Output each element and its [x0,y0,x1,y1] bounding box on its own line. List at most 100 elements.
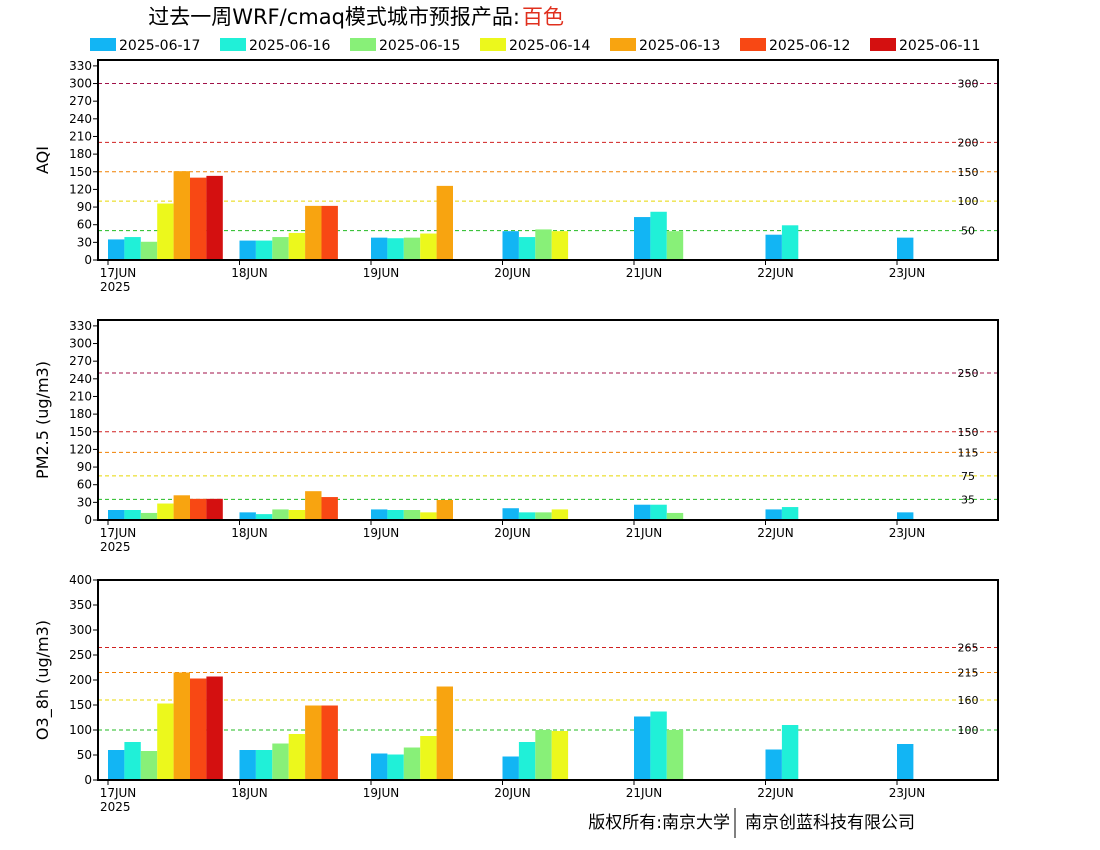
y-tick-label: 150 [69,698,92,712]
y-tick-label: 200 [69,673,92,687]
x-tick-label: 22JUN [757,266,794,280]
bar [650,504,667,520]
y-tick-label: 300 [69,623,92,637]
threshold-label: 265 [958,642,979,655]
y-tick-label: 0 [84,773,92,787]
chart-panels: 5010015020030003060901201501802102402703… [33,59,999,814]
x-tick-label: 23JUN [889,526,926,540]
bar [420,233,437,260]
chart-title: 过去一周WRF/cmaq模式城市预报产品: [148,5,520,29]
bar [288,734,306,780]
bar [781,507,799,520]
x-tick-label: 21JUN [626,526,663,540]
threshold-label: 35 [961,493,975,506]
bar [157,203,174,260]
bar [420,512,437,520]
y-tick-label: 0 [84,513,92,527]
y-tick-label: 150 [69,425,92,439]
x-tick-label: 20JUN [494,526,531,540]
bar [765,749,782,780]
bar [551,509,569,520]
x-tick-label: 23JUN [889,266,926,280]
threshold-label: 250 [958,367,979,380]
bar [108,510,125,520]
threshold-label: 200 [958,136,979,149]
bar [255,240,273,260]
legend-label: 2025-06-14 [509,38,590,54]
y-tick-label: 150 [69,165,92,179]
bar [124,742,141,780]
legend-swatch [90,38,116,51]
y-tick-label: 0 [84,253,92,267]
bar [634,217,651,260]
y-tick-label: 90 [77,200,92,214]
bar [206,175,223,260]
y-tick-label: 120 [69,442,92,456]
x-year-label: 2025 [100,280,131,294]
legend-swatch [870,38,896,51]
x-year-label: 2025 [100,540,131,554]
y-tick-label: 250 [69,648,92,662]
bar [650,711,667,780]
bar [781,225,799,260]
bar [387,754,404,780]
bar [140,751,158,780]
bar [634,504,651,520]
bar [288,510,306,520]
y-tick-label: 120 [69,182,92,196]
bar [239,750,256,780]
panel-2: 100 160 215 265 0 50 100 150 200 250 300 350 400 O3_8… [33,573,999,814]
chart-title-city: 百色 [522,5,564,29]
bar [206,498,223,520]
x-tick-label: 21JUN [626,266,663,280]
x-tick-label: 20JUN [494,266,531,280]
legend-swatch [480,38,506,51]
y-tick-label: 30 [77,235,92,249]
x-tick-label: 17JUN [100,786,137,800]
legend-swatch [350,38,376,51]
plot-frame [97,59,999,261]
bar [108,239,125,260]
bar [255,750,273,780]
bar [897,237,914,260]
x-tick-label: 19JUN [363,526,400,540]
x-tick-label: 17JUN [100,526,137,540]
bar [272,237,289,260]
bar [502,231,519,260]
bar [535,512,552,520]
footer-company: 南京创蓝科技有限公司 [745,813,915,833]
x-year-label: 2025 [100,800,131,814]
x-tick-label: 23JUN [889,786,926,800]
bar [206,676,223,780]
bar [403,747,421,780]
bar [124,510,141,520]
bar [781,725,799,780]
bar [140,241,158,260]
bar [288,232,306,260]
bar [436,500,453,520]
bar [140,512,158,520]
bar [502,508,519,520]
bar [518,742,536,780]
y-tick-label: 90 [77,460,92,474]
threshold-label: 100 [958,195,979,208]
x-tick-label: 18JUN [231,786,268,800]
x-tick-label: 17JUN [100,266,137,280]
threshold-label: 300 [958,78,979,91]
bar [157,703,174,780]
x-tick-label: 19JUN [363,786,400,800]
legend-label: 2025-06-15 [379,38,460,54]
bar [190,678,207,780]
threshold-label: 150 [958,166,979,179]
bar [272,509,289,520]
x-tick-label: 22JUN [757,526,794,540]
bar [173,495,190,520]
bar [403,510,421,520]
bar [305,205,322,260]
y-tick-label: 330 [69,319,92,333]
legend-swatch [740,38,766,51]
y-tick-label: 50 [77,748,92,762]
bar [371,509,388,520]
bar [666,730,684,780]
